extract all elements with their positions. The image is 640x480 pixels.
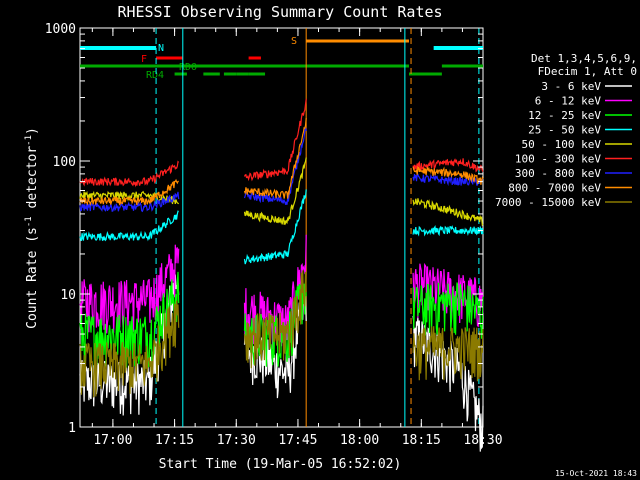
series-3-seg-2 xyxy=(412,224,484,237)
series-4-seg-2 xyxy=(412,198,484,227)
series-4-seg-1 xyxy=(243,157,307,226)
series-1-seg-2 xyxy=(412,262,484,328)
legend-label-0: 3 - 6 keV xyxy=(541,80,601,93)
plot-frame xyxy=(79,27,484,428)
legend-header-0: Det 1,3,4,5,6,9, xyxy=(531,52,637,65)
flag-label-rdo: RDO xyxy=(179,62,197,73)
series-0-seg-1 xyxy=(243,292,307,399)
y-tick-label-3: 1000 xyxy=(45,22,76,37)
x-tick-label-0: 17:00 xyxy=(93,433,132,448)
axes: 17:00 17:15 17:30 17:45 18:00 18:15 18:30 1 10 10… xyxy=(45,22,503,448)
series-5-seg-0 xyxy=(79,160,180,188)
x-tick-label-3: 17:45 xyxy=(278,433,317,448)
legend-label-6: 300 - 800 keV xyxy=(515,167,601,180)
legend-label-4: 50 - 100 keV xyxy=(522,138,602,151)
series-8-seg-0 xyxy=(79,300,180,398)
legend-label-1: 6 - 12 keV xyxy=(535,95,602,108)
flag-bars: N S F RDO RD4 xyxy=(80,36,483,81)
series-3-seg-1 xyxy=(243,189,307,265)
series-2-seg-0 xyxy=(79,271,180,371)
legend: Det 1,3,4,5,6,9,FDecim 1, Att 0 3 - 6 keV… xyxy=(495,52,637,209)
x-tick-label-2: 17:30 xyxy=(217,433,256,448)
legend-label-7: 800 - 7000 keV xyxy=(508,182,601,195)
series-1-seg-0 xyxy=(79,244,180,334)
chart-title: RHESSI Observing Summary Count Rates xyxy=(117,3,442,21)
series-8-seg-1 xyxy=(243,270,307,369)
series-7-seg-0 xyxy=(79,178,179,206)
flag-label-n: N xyxy=(158,43,164,54)
x-axis-label: Start Time (19-Mar-05 16:52:02) xyxy=(159,457,402,472)
series-3-seg-0 xyxy=(79,210,179,242)
y-tick-label-1: 10 xyxy=(60,288,76,303)
x-tick-label-4: 18:00 xyxy=(340,433,379,448)
series-lines xyxy=(79,98,484,452)
series-8-seg-2 xyxy=(412,326,484,382)
flag-label-f: F xyxy=(141,54,147,65)
series-5-seg-1 xyxy=(243,98,307,182)
flag-label-s: S xyxy=(291,36,297,47)
series-7-seg-2 xyxy=(412,166,484,185)
legend-header-1: FDecim 1, Att 0 xyxy=(538,65,637,78)
series-6-seg-0 xyxy=(79,191,180,213)
flag-label-rd4: RD4 xyxy=(146,70,164,81)
x-tick-label-6: 18:30 xyxy=(463,433,502,448)
series-2-seg-2 xyxy=(412,282,484,339)
footer-timestamp: 15-Oct-2021 18:43 xyxy=(555,469,637,478)
y-axis-label: Count Rate (s-1 detector-1) xyxy=(24,127,40,329)
series-5-seg-2 xyxy=(412,158,484,173)
x-tick-label-5: 18:15 xyxy=(402,433,441,448)
y-tick-label-2: 100 xyxy=(53,155,76,170)
legend-label-8: 7000 - 15000 keV xyxy=(495,196,601,209)
y-tick-label-0: 1 xyxy=(68,421,76,436)
series-7-seg-1 xyxy=(243,117,307,199)
legend-label-3: 25 - 50 keV xyxy=(528,124,601,137)
x-tick-label-1: 17:15 xyxy=(155,433,194,448)
legend-label-2: 12 - 25 keV xyxy=(528,109,601,122)
legend-label-5: 100 - 300 keV xyxy=(515,153,601,166)
